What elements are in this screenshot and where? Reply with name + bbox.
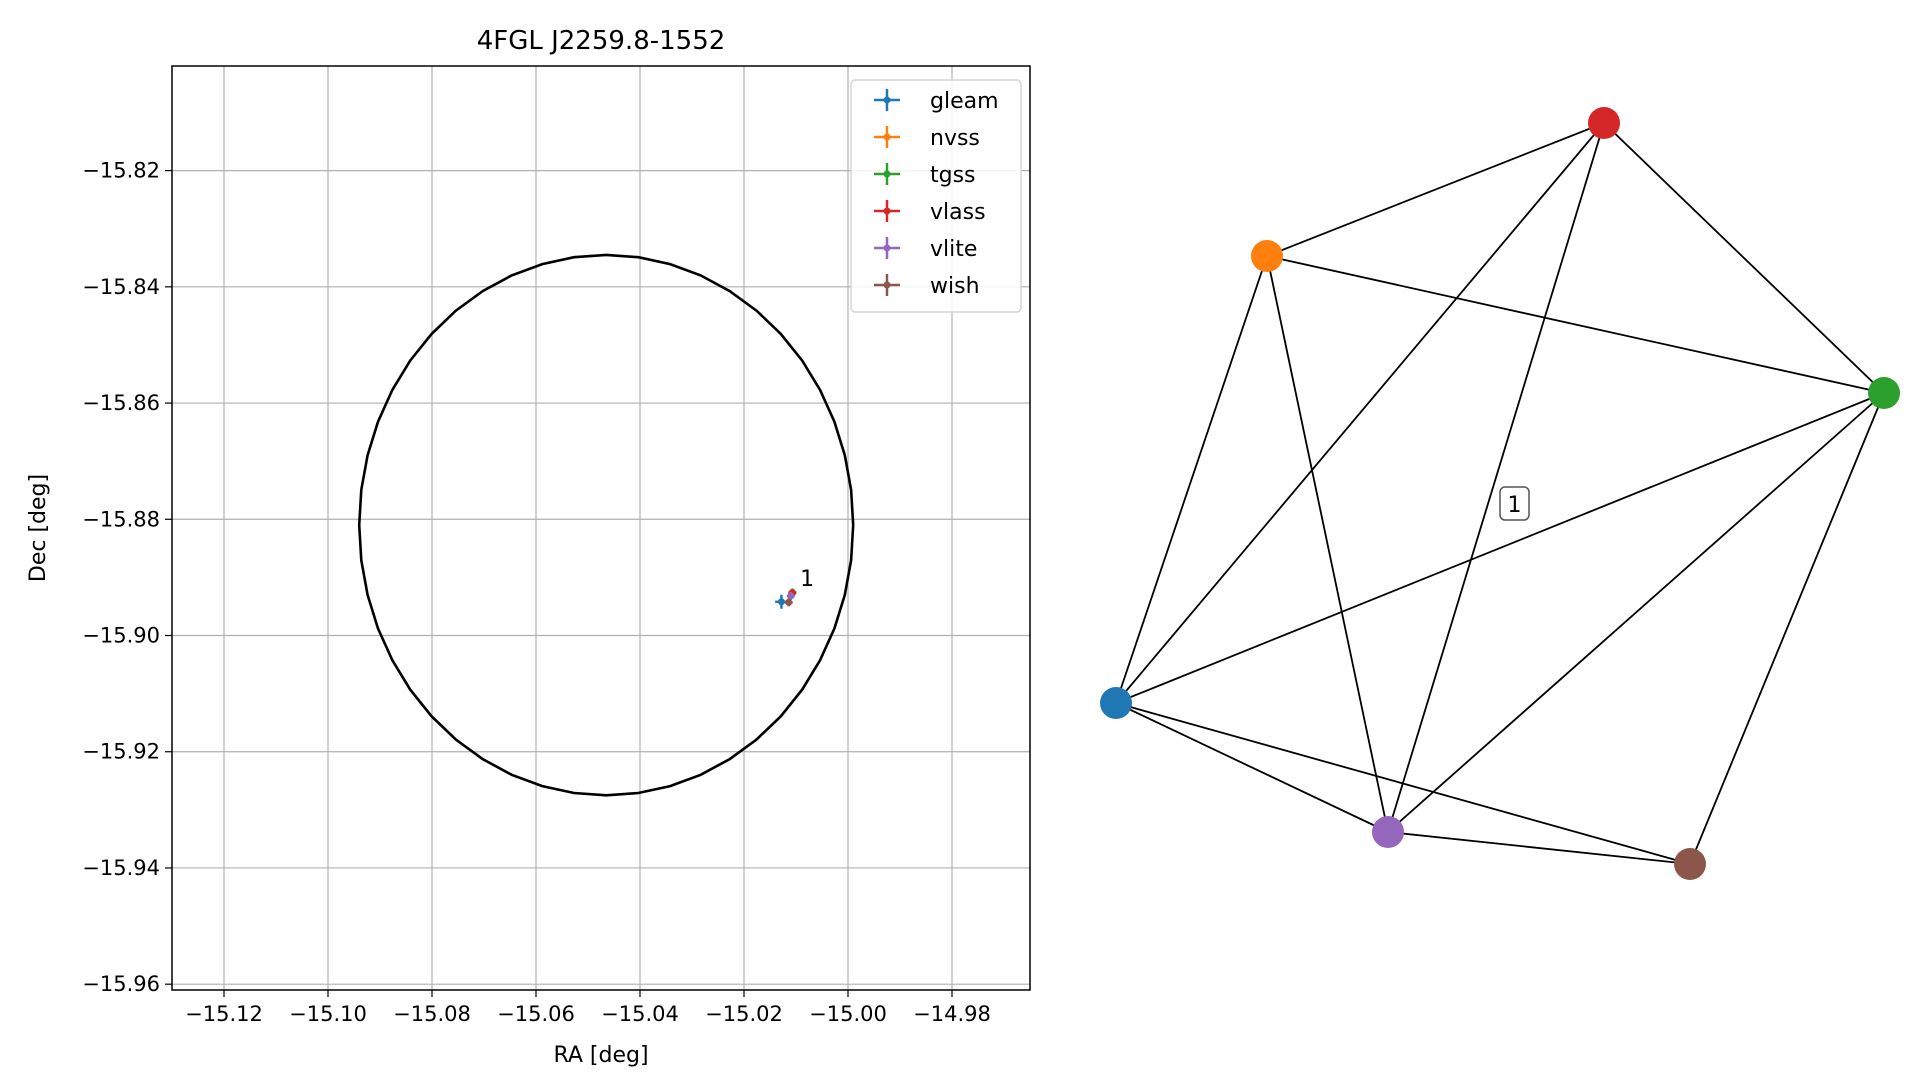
annotation-layer: 1 [800,567,814,592]
graph-edge-gleam-vlite [1115,702,1389,833]
legend-label: vlass [930,200,986,225]
y-tick-label: −15.84 [82,275,160,299]
graph-node-vlite [1372,816,1404,848]
y-tick-label: −15.92 [82,740,160,764]
graph-node-tgss [1868,377,1900,409]
graph-edges [1115,122,1885,865]
x-tick-label: −15.10 [289,1002,367,1026]
legend-label: tgss [930,163,976,188]
legend-item-gleam: gleam [874,89,999,114]
point-annotation: 1 [800,567,814,592]
graph-edge-gleam-tgss [1115,392,1885,704]
graph-edge-vlass-tgss [1603,122,1885,394]
legend-label: wish [930,274,980,299]
legend-item-wish: wish [874,274,980,299]
x-axis-ticks: −15.12 −15.10 −15.08 −15.06 −15.04 −15.02 −15.… [185,990,991,1026]
x-tick-label: −14.98 [913,1002,991,1026]
y-tick-label: −15.90 [82,624,160,648]
graph-edge-vlite-wish [1387,831,1691,865]
graph-edge-gleam-vlass [1115,122,1605,704]
y-tick-label: −15.94 [82,856,160,880]
chart-title: 4FGL J2259.8-1552 [477,26,726,56]
y-tick-label: −15.96 [82,972,160,996]
y-tick-label: −15.86 [82,391,160,415]
error-circle [357,253,855,797]
graph-node-wish [1674,848,1706,880]
graph-label-box [1499,486,1530,521]
legend-item-tgss: tgss [874,163,976,188]
y-axis-label: Dec [deg] [26,474,51,582]
x-tick-label: −15.02 [705,1002,783,1026]
x-tick-label: −15.06 [497,1002,575,1026]
sky-position-chart: 1 −15.12 −15.10 −15.08 −15.06 −15.04 −15.02 −1… [26,26,1031,1068]
graph-edge-gleam-nvss [1115,255,1268,704]
error-circle-layer [357,253,855,797]
grid-lines [172,66,1030,990]
legend-item-vlass: vlass [874,200,986,225]
x-tick-label: −15.00 [809,1002,887,1026]
x-axis-label: RA [deg] [553,1043,648,1068]
plot-frame [171,65,1031,991]
graph-label: 1 [1499,486,1530,521]
graph-edge-nvss-vlite [1266,255,1389,833]
y-tick-label: −15.82 [82,159,160,183]
x-tick-label: −15.04 [601,1002,679,1026]
association-graph: 1 [1100,107,1900,880]
x-tick-label: −15.12 [185,1002,263,1026]
graph-nodes [1100,107,1900,880]
legend: gleam nvss tgss vlass vlite wish [850,79,1022,313]
legend-label: nvss [930,126,980,151]
y-axis-ticks: −15.82 −15.84 −15.86 −15.88 −15.90 −15.92 −15.… [82,159,172,996]
data-point-vlite [786,591,795,600]
graph-edge-tgss-wish [1689,392,1885,865]
y-tick-label: −15.88 [82,507,160,531]
legend-item-nvss: nvss [874,126,980,151]
x-tick-label: −15.08 [393,1002,471,1026]
legend-label: vlite [930,237,977,262]
source-points-layer [775,588,797,609]
graph-node-gleam [1100,687,1132,719]
graph-node-vlass [1588,107,1620,139]
graph-edge-vlass-vlite [1387,122,1605,833]
data-point-wish [784,598,793,607]
graph-label-text: 1 [1508,493,1522,518]
legend-item-vlite: vlite [874,237,977,262]
graph-edge-tgss-vlite [1387,392,1885,833]
legend-label: gleam [930,89,999,114]
graph-edge-nvss-tgss [1266,255,1885,394]
graph-node-nvss [1251,240,1283,272]
graph-edge-nvss-vlass [1266,122,1605,257]
